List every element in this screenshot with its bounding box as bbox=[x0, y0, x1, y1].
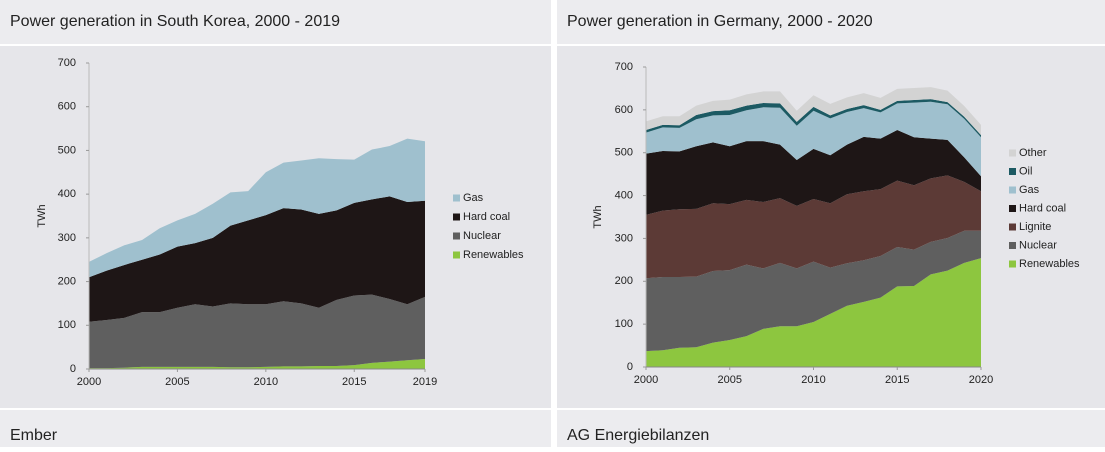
panel-footer bbox=[557, 410, 1105, 447]
x-tick-label: 2015 bbox=[885, 374, 909, 386]
panel-header bbox=[0, 0, 551, 44]
legend-swatch bbox=[453, 251, 460, 259]
y-tick-label: 700 bbox=[58, 57, 76, 69]
legend-label: Oil bbox=[1019, 165, 1032, 177]
chart-title: Power generation in Germany, 2000 - 2020 bbox=[567, 13, 873, 30]
area bbox=[89, 196, 425, 322]
legend-label: Other bbox=[1019, 147, 1047, 159]
y-tick-label: 0 bbox=[627, 361, 633, 373]
legend-label: Gas bbox=[463, 192, 484, 204]
x-tick-label: 2005 bbox=[165, 376, 189, 388]
source: AG Energiebilanzen bbox=[567, 427, 709, 444]
y-tick-label: 400 bbox=[615, 189, 633, 201]
y-tick-label: 200 bbox=[58, 275, 76, 287]
area bbox=[646, 130, 981, 215]
legend-swatch bbox=[1009, 186, 1016, 194]
panel-header bbox=[557, 0, 1105, 44]
area bbox=[646, 230, 981, 352]
legend-swatch bbox=[453, 213, 460, 221]
area bbox=[89, 294, 425, 369]
legend-swatch bbox=[1009, 242, 1016, 249]
y-tick-label: 300 bbox=[58, 232, 76, 244]
chart-title: Power generation in South Korea, 2000 - … bbox=[10, 13, 340, 30]
x-tick-label: 2015 bbox=[342, 376, 366, 388]
x-tick-label: 2010 bbox=[254, 376, 278, 388]
y-tick-label: 0 bbox=[70, 363, 76, 375]
y-tick-label: 300 bbox=[615, 232, 633, 244]
area bbox=[646, 258, 981, 367]
area bbox=[646, 99, 981, 138]
area bbox=[646, 87, 981, 136]
x-tick-label: 2000 bbox=[634, 374, 658, 386]
y-tick-label: 100 bbox=[615, 318, 633, 330]
legend-label: Nuclear bbox=[463, 230, 501, 242]
y-tick-label: 200 bbox=[615, 275, 633, 287]
legend-label: Gas bbox=[1019, 184, 1040, 196]
area bbox=[646, 175, 981, 279]
x-tick-label: 2010 bbox=[801, 374, 825, 386]
legend-label: Hard coal bbox=[463, 211, 510, 223]
area bbox=[89, 138, 425, 278]
panel-footer bbox=[0, 410, 551, 447]
x-tick-label: 2005 bbox=[718, 374, 742, 386]
x-tick-label: 2019 bbox=[413, 376, 437, 388]
y-tick-label: 600 bbox=[615, 104, 633, 116]
y-tick-label: 100 bbox=[58, 319, 76, 331]
legend-label: Lignite bbox=[1019, 221, 1051, 233]
area bbox=[89, 358, 425, 369]
y-tick-label: 500 bbox=[58, 144, 76, 156]
legend-label: Hard coal bbox=[1019, 202, 1066, 214]
y-axis-label: TWh bbox=[592, 205, 604, 228]
legend-label: Renewables bbox=[463, 249, 524, 261]
y-tick-label: 700 bbox=[615, 61, 633, 73]
legend-swatch bbox=[1009, 205, 1016, 212]
y-tick-label: 400 bbox=[58, 188, 76, 200]
source: Ember bbox=[10, 427, 58, 444]
y-tick-label: 600 bbox=[58, 101, 76, 113]
legend-swatch bbox=[453, 232, 460, 240]
y-tick-label: 500 bbox=[615, 147, 633, 159]
legend-swatch bbox=[1009, 223, 1016, 231]
legend-swatch bbox=[1009, 168, 1016, 175]
legend-swatch bbox=[453, 194, 460, 202]
legend-label: Nuclear bbox=[1019, 239, 1057, 251]
x-tick-label: 2000 bbox=[77, 376, 101, 388]
area bbox=[646, 101, 981, 177]
y-axis-label: TWh bbox=[36, 204, 48, 227]
legend-swatch bbox=[1009, 260, 1016, 268]
x-tick-label: 2020 bbox=[969, 374, 993, 386]
legend-swatch bbox=[1009, 149, 1016, 157]
legend-label: Renewables bbox=[1019, 258, 1080, 270]
